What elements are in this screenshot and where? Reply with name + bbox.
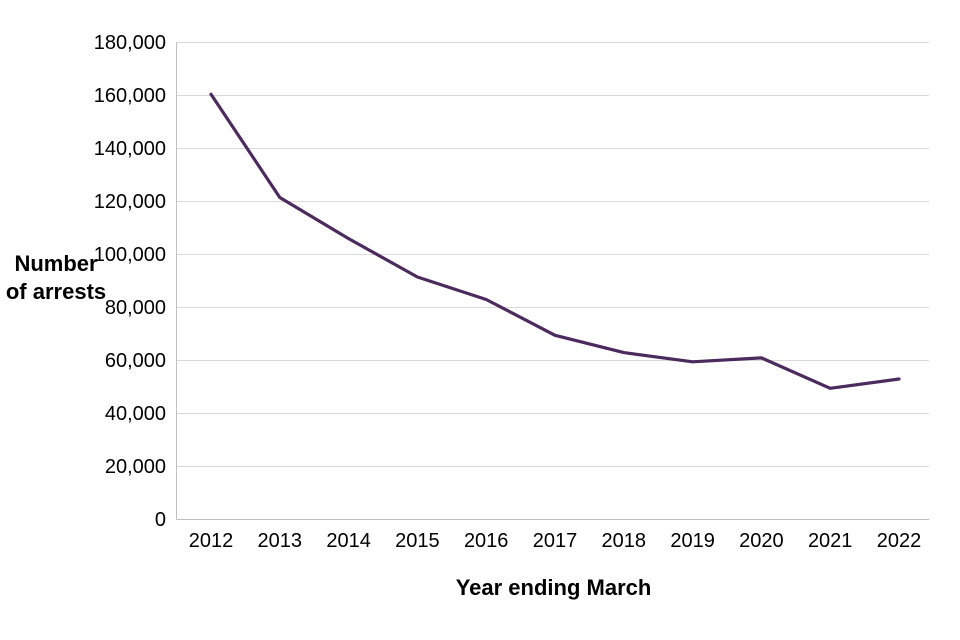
x-tick-label: 2019 (670, 530, 715, 552)
y-tick-label: 100,000 (93, 243, 166, 266)
data-series (209, 92, 901, 390)
x-tick-label: 2014 (326, 530, 371, 552)
y-tick-label: 120,000 (93, 190, 166, 213)
y-tick-label: 160,000 (93, 84, 166, 107)
x-tick-label: 2013 (257, 530, 303, 552)
x-tick-label: 2012 (188, 530, 234, 552)
x-tick-label: 2018 (601, 530, 647, 552)
arrests-series-line (209, 92, 901, 390)
x-tick-label: 2020 (739, 530, 784, 552)
y-tick-label: 80,000 (104, 296, 166, 319)
y-tick-label: 60,000 (104, 349, 166, 372)
axes (176, 42, 929, 520)
x-tick-label: 2021 (807, 530, 853, 552)
y-axis-title-line2: of arrests (5, 279, 107, 304)
x-tick-label: 2022 (876, 530, 922, 552)
x-tick-label: 2017 (532, 530, 578, 552)
y-tick-label: 140,000 (93, 137, 166, 160)
y-axis-title: Number of arrests (0, 250, 112, 306)
y-tick-label: 20,000 (104, 455, 166, 478)
y-tick-label: 180,000 (93, 31, 166, 54)
x-axis-title: Year ending March (455, 575, 652, 600)
y-tick-label: 40,000 (104, 402, 166, 425)
gridlines (176, 42, 929, 467)
x-tick-label: 2016 (463, 530, 509, 552)
y-axis-title-line1: Number (14, 251, 98, 276)
y-tick-label: 0 (154, 508, 166, 531)
x-tick-label: 2015 (395, 530, 440, 552)
